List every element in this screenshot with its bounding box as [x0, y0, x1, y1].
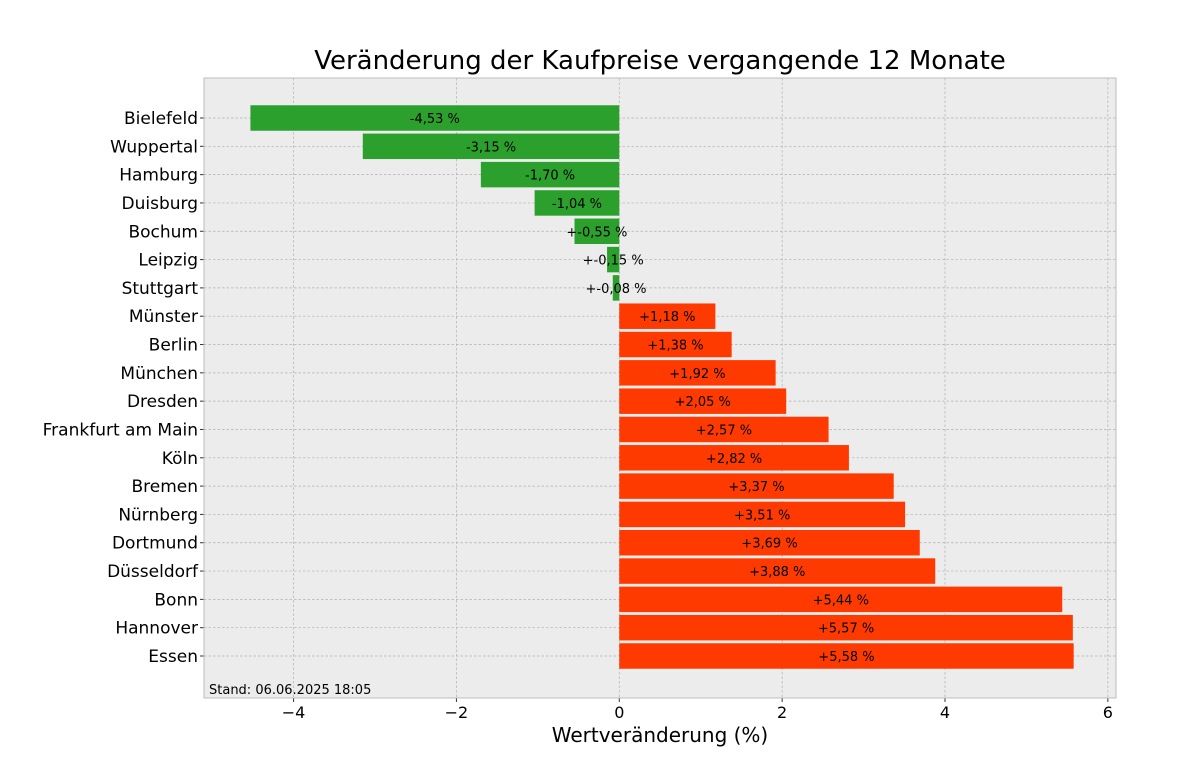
category-label: Duisburg — [122, 194, 199, 214]
bar — [534, 190, 620, 216]
bar-value-label: +3,51 % — [734, 508, 790, 523]
bar-value-label: -4,53 % — [410, 112, 460, 127]
category-label: Hamburg — [119, 166, 198, 186]
bar-value-label: +-0,15 % — [583, 254, 644, 269]
bar — [612, 275, 620, 301]
bar-value-label: +5,57 % — [818, 622, 874, 637]
category-label: Nürnberg — [118, 505, 198, 525]
bar-value-label: +-0,55 % — [566, 225, 627, 240]
bar-value-label: +1,92 % — [669, 367, 725, 382]
bar — [619, 445, 849, 471]
x-tick-label: 0 — [614, 703, 624, 722]
bar — [362, 133, 620, 160]
x-tick-label: −2 — [445, 703, 469, 722]
bar — [619, 558, 936, 584]
bar — [619, 331, 732, 358]
category-label: Bielefeld — [124, 109, 198, 129]
bar — [480, 161, 620, 188]
bar — [619, 473, 894, 499]
category-label: Berlin — [149, 336, 198, 356]
bar-value-label: +-0,08 % — [586, 282, 647, 297]
x-axis-label: Wertveränderung (%) — [552, 723, 769, 747]
bar — [619, 360, 776, 386]
category-label: Bremen — [131, 477, 198, 497]
bar-value-label: +2,57 % — [696, 423, 752, 438]
bar — [619, 643, 1074, 669]
category-label: Leipzig — [138, 251, 198, 271]
bar-value-label: +5,58 % — [818, 650, 874, 665]
bar — [619, 586, 1063, 613]
bar-value-label: +3,69 % — [741, 537, 797, 552]
bar-value-label: +1,38 % — [647, 339, 703, 354]
bar — [619, 501, 906, 528]
bar — [619, 614, 1073, 641]
category-label: Münster — [129, 307, 198, 327]
category-label: Frankfurt am Main — [43, 420, 198, 440]
category-label: Düsseldorf — [107, 562, 199, 582]
x-axis-ticks: −4 −2 0 2 4 6 — [282, 698, 1113, 722]
timestamp-note: Stand: 06.06.2025 18:05 — [209, 683, 371, 698]
category-label: Bochum — [128, 222, 198, 242]
chart-title: Veränderung der Kaufpreise vergangende 1… — [314, 46, 1006, 76]
category-label: Essen — [148, 647, 198, 667]
category-label: Hannover — [115, 619, 198, 639]
bar-value-label: +2,05 % — [675, 395, 731, 410]
x-tick-label: −4 — [282, 703, 306, 722]
x-tick-label: 2 — [777, 703, 787, 722]
category-label: Köln — [162, 449, 198, 469]
bar-value-label: +2,82 % — [706, 452, 762, 467]
bar-value-label: -1,04 % — [552, 197, 602, 212]
bar-value-label: +5,44 % — [813, 593, 869, 608]
bar — [619, 529, 920, 556]
y-axis-labels: Bielefeld Wuppertal Hamburg Duisburg Bochum L… — [43, 109, 204, 667]
bars — [250, 105, 1074, 669]
plot-border — [203, 77, 1117, 699]
bar — [619, 416, 829, 443]
category-label: Bonn — [154, 590, 198, 610]
category-label: Wuppertal — [110, 137, 198, 157]
bar — [574, 218, 620, 245]
category-label: Stuttgart — [122, 279, 199, 299]
x-tick-label: 6 — [1103, 703, 1113, 722]
bar-value-label: -1,70 % — [525, 169, 575, 184]
bar-value-label: +3,88 % — [749, 565, 805, 580]
bar — [250, 105, 620, 131]
data-labels: -4,53 % -3,15 % -1,70 % -1,04 % +-0,55 % +-0,… — [410, 112, 875, 665]
bar — [607, 246, 620, 273]
bar — [619, 388, 787, 414]
category-label: Dortmund — [112, 534, 198, 554]
bar-value-label: -3,15 % — [466, 140, 516, 155]
bar-value-label: +3,37 % — [728, 480, 784, 495]
category-label: Dresden — [127, 392, 198, 412]
bar-value-label: +1,18 % — [639, 310, 695, 325]
bar — [619, 303, 716, 329]
x-tick-label: 4 — [940, 703, 950, 722]
category-label: München — [120, 364, 198, 384]
